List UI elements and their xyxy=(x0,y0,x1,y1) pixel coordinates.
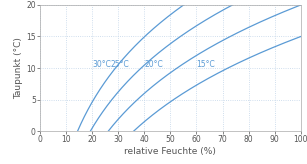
X-axis label: relative Feuchte (%): relative Feuchte (%) xyxy=(124,147,216,156)
Text: 25°C: 25°C xyxy=(111,60,129,69)
Text: 20°C: 20°C xyxy=(144,60,163,69)
Y-axis label: Taupunkt (°C): Taupunkt (°C) xyxy=(14,37,23,99)
Text: 15°C: 15°C xyxy=(196,60,215,69)
Text: 30°C: 30°C xyxy=(92,60,111,69)
